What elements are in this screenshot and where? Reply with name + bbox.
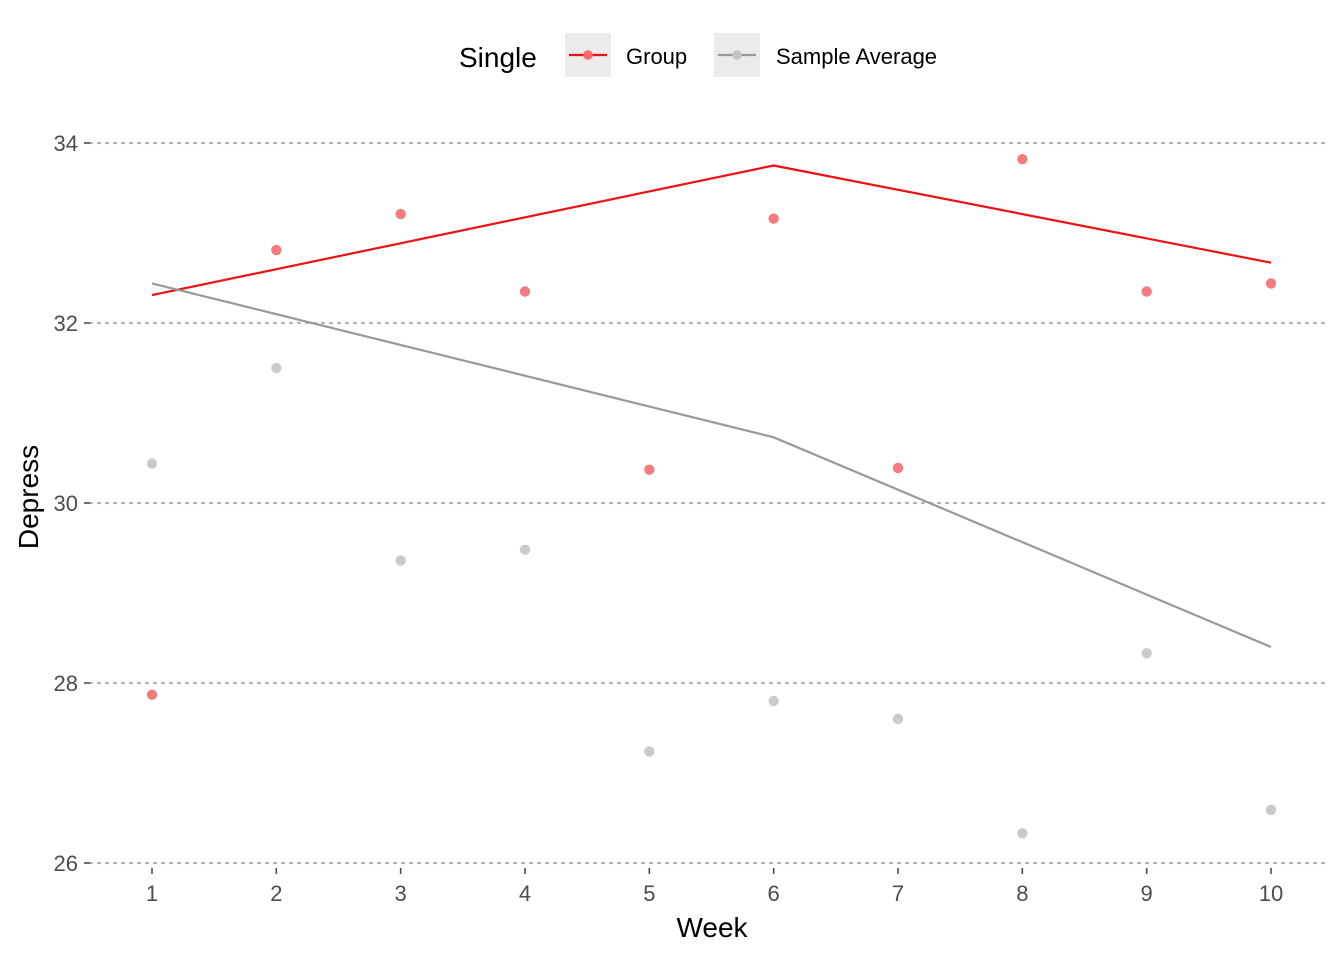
x-tick-label: 8 [1016, 881, 1028, 906]
data-point-group [146, 689, 158, 700]
legend: Single Group Sample Average [459, 33, 937, 77]
y-tick-label: 32 [54, 311, 78, 336]
data-point-sample-average [146, 458, 158, 469]
legend-label-sample-average: Sample Average [776, 44, 937, 69]
x-tick-label: 4 [519, 881, 531, 906]
x-tick-label: 3 [395, 881, 407, 906]
data-point-sample-average [768, 695, 779, 707]
data-point-sample-average [395, 555, 406, 566]
y-tick-label: 28 [54, 671, 78, 696]
x-tick-label: 7 [892, 881, 904, 906]
legend-key-group [565, 33, 611, 77]
x-tick-label: 10 [1259, 881, 1283, 906]
data-point-group [892, 462, 904, 474]
data-point-sample-average [892, 713, 904, 725]
legend-label-group: Group [626, 44, 687, 69]
data-point-sample-average [1141, 648, 1152, 659]
data-point-group [271, 244, 282, 256]
data-point-group [768, 213, 779, 224]
grid-lines [88, 141, 1332, 865]
x-tick-label: 9 [1141, 881, 1153, 906]
x-tick-label: 2 [270, 881, 282, 906]
data-point-group [1265, 278, 1277, 289]
data-point-sample-average [644, 746, 655, 757]
data-point-sample-average [1265, 804, 1277, 816]
legend-key-sample-average [714, 33, 760, 77]
data-point-group [644, 464, 655, 475]
data-point-group [1017, 154, 1028, 165]
data-point-group [519, 286, 531, 297]
trend-line-sample-average [151, 282, 1272, 649]
x-axis-title: Week [676, 912, 748, 943]
x-tick-label: 1 [146, 881, 158, 906]
y-axis-title: Depress [13, 445, 44, 549]
x-tick-label: 5 [643, 881, 655, 906]
series-sample-average [146, 362, 1277, 839]
x-tick-label: 6 [768, 881, 780, 906]
data-point-group [1141, 286, 1152, 297]
data-point-group [395, 208, 406, 220]
data-point-sample-average [271, 362, 282, 374]
data-point-sample-average [1017, 828, 1028, 839]
data-point-sample-average [519, 544, 531, 555]
y-tick-label: 30 [54, 491, 78, 516]
series-group [146, 154, 1277, 700]
trend-line-group [151, 164, 1272, 297]
series-layer [146, 154, 1277, 839]
y-tick-label: 26 [54, 851, 78, 876]
y-tick-label: 34 [54, 131, 78, 156]
legend-title: Single [459, 42, 537, 73]
